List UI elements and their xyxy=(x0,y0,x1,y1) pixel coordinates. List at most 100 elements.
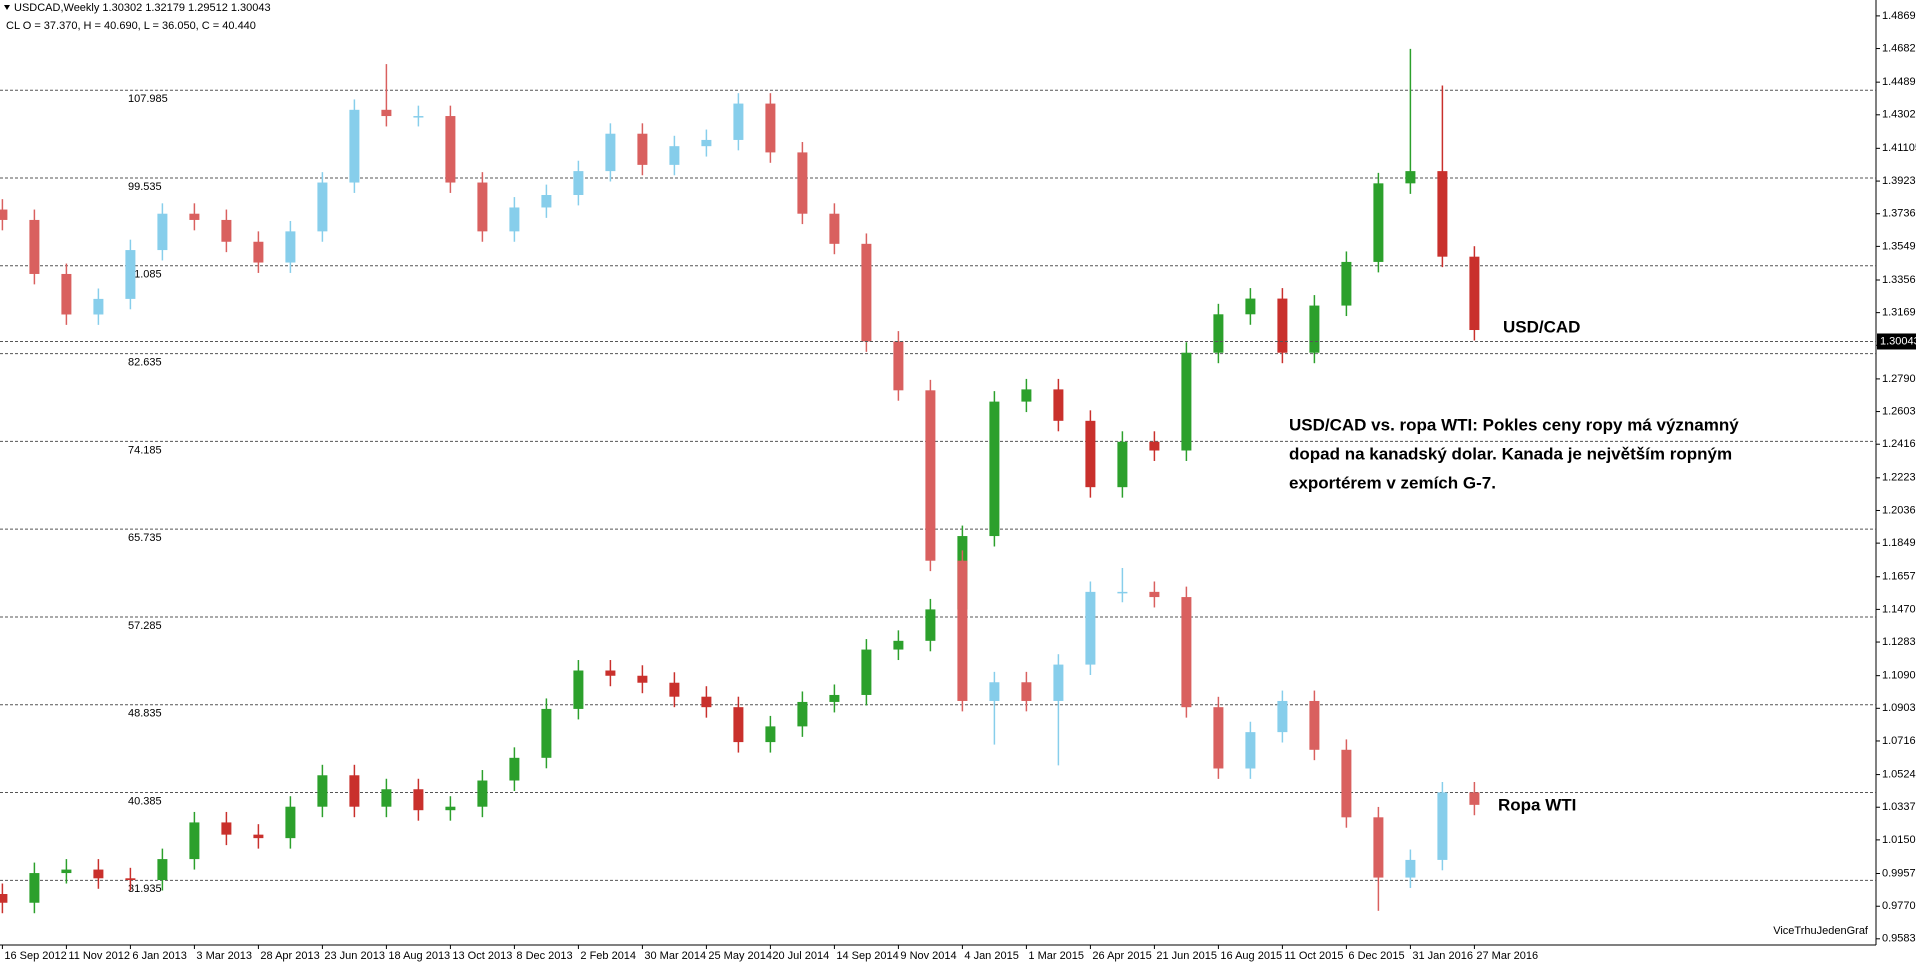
series-label: USD/CAD xyxy=(1503,317,1580,336)
candle-body xyxy=(765,103,776,153)
x-tick-label: 26 Apr 2015 xyxy=(1092,950,1151,962)
candle-body xyxy=(957,560,968,701)
x-tick-label: 16 Sep 2012 xyxy=(4,950,66,962)
candle-body xyxy=(1021,682,1032,701)
candle-body xyxy=(445,116,456,183)
candle-body xyxy=(1469,256,1480,331)
candle-body xyxy=(669,682,680,697)
level-label: 91.085 xyxy=(128,269,162,281)
candle-body xyxy=(253,834,264,839)
candle-body xyxy=(1405,859,1416,878)
y-tick-label: 1.10905 xyxy=(1882,670,1916,682)
y-tick-label: 1.48690 xyxy=(1882,10,1916,22)
candle-body xyxy=(1373,183,1384,262)
candle-body xyxy=(0,209,8,220)
candle-body xyxy=(349,775,360,807)
annotation: exportérem v zemích G-7. xyxy=(1289,473,1496,492)
candle-body xyxy=(285,806,296,839)
x-tick-label: 1 Mar 2015 xyxy=(1028,950,1084,962)
candle-body xyxy=(1117,441,1128,488)
candle-body xyxy=(1245,298,1256,315)
candle-body xyxy=(93,869,104,879)
candle-body xyxy=(29,873,40,903)
y-tick-label: 1.16570 xyxy=(1882,571,1916,583)
candle-body xyxy=(925,390,936,561)
candle-body xyxy=(1277,298,1288,353)
annotation: USD/CAD vs. ropa WTI: Pokles ceny ropy m… xyxy=(1289,415,1739,434)
candle-body xyxy=(1181,597,1192,708)
level-label: 48.835 xyxy=(128,708,162,720)
x-tick-label: 31 Jan 2016 xyxy=(1412,950,1473,962)
y-tick-label: 0.99575 xyxy=(1882,867,1916,879)
candle-body xyxy=(1437,792,1448,860)
candle-body xyxy=(1053,664,1064,701)
candle-body xyxy=(1373,817,1384,878)
candle-body xyxy=(1149,591,1160,598)
candle-body xyxy=(157,213,168,251)
candle-body xyxy=(125,878,136,881)
candle-body xyxy=(1405,171,1416,184)
candle-body xyxy=(861,243,872,342)
candle-body xyxy=(317,775,328,807)
candle-body xyxy=(605,670,616,676)
candle-body xyxy=(509,757,520,781)
x-tick-label: 25 May 2014 xyxy=(708,950,772,962)
candle-body xyxy=(797,701,808,727)
candle-body xyxy=(701,139,712,147)
y-tick-label: 1.43025 xyxy=(1882,109,1916,121)
candle-body xyxy=(381,109,392,117)
y-tick-label: 1.03370 xyxy=(1882,801,1916,813)
candle-body xyxy=(1149,441,1160,451)
y-tick-label: 1.31695 xyxy=(1882,307,1916,319)
candle-body xyxy=(125,250,136,299)
series-label: Ropa WTI xyxy=(1498,795,1576,814)
candle-body xyxy=(1085,420,1096,488)
candle-body xyxy=(1181,352,1192,451)
candle-body xyxy=(1117,591,1128,594)
level-label: 57.285 xyxy=(128,620,162,632)
level-label: 74.185 xyxy=(128,444,162,456)
candle-body xyxy=(637,133,648,165)
y-tick-label: 1.18495 xyxy=(1882,537,1916,549)
candle-body xyxy=(445,806,456,811)
candle-body xyxy=(1021,389,1032,402)
x-tick-label: 18 Aug 2013 xyxy=(388,950,450,962)
y-tick-label: 1.46820 xyxy=(1882,42,1916,54)
candle-body xyxy=(61,869,72,874)
candle-body xyxy=(861,649,872,695)
y-tick-label: 1.35490 xyxy=(1882,240,1916,252)
candle-body xyxy=(605,133,616,172)
y-tick-label: 1.01500 xyxy=(1882,834,1916,846)
candle-body xyxy=(733,707,744,743)
candle-body xyxy=(413,116,424,118)
candle-body xyxy=(29,219,40,274)
x-tick-label: 16 Aug 2015 xyxy=(1220,950,1282,962)
candle-body xyxy=(893,640,904,650)
y-tick-label: 1.09035 xyxy=(1882,702,1916,714)
candle-body xyxy=(253,241,264,263)
x-tick-label: 23 Jun 2013 xyxy=(324,950,385,962)
watermark: ViceTrhuJedenGraf xyxy=(1773,925,1869,937)
candle-body xyxy=(189,213,200,220)
x-tick-label: 11 Oct 2015 xyxy=(1284,950,1343,962)
last-price-label: 1.30043 xyxy=(1880,335,1916,347)
candle-body xyxy=(477,182,488,232)
menu-arrow xyxy=(4,5,10,10)
y-tick-label: 1.37360 xyxy=(1882,208,1916,220)
candle-body xyxy=(541,708,552,758)
candle-body xyxy=(1469,792,1480,805)
y-tick-label: 1.27900 xyxy=(1882,373,1916,385)
annotation: dopad na kanadský dolar. Kanada je nejvě… xyxy=(1289,444,1732,463)
x-tick-label: 30 Mar 2014 xyxy=(644,950,706,962)
candle-body xyxy=(349,109,360,183)
candle-body xyxy=(829,694,840,702)
candle-body xyxy=(1309,305,1320,353)
x-tick-label: 2 Feb 2014 xyxy=(580,950,636,962)
candle-body xyxy=(893,341,904,391)
candle-body xyxy=(1437,171,1448,257)
candle-body xyxy=(1309,700,1320,750)
x-tick-label: 6 Dec 2015 xyxy=(1348,950,1404,962)
candle-body xyxy=(925,609,936,641)
